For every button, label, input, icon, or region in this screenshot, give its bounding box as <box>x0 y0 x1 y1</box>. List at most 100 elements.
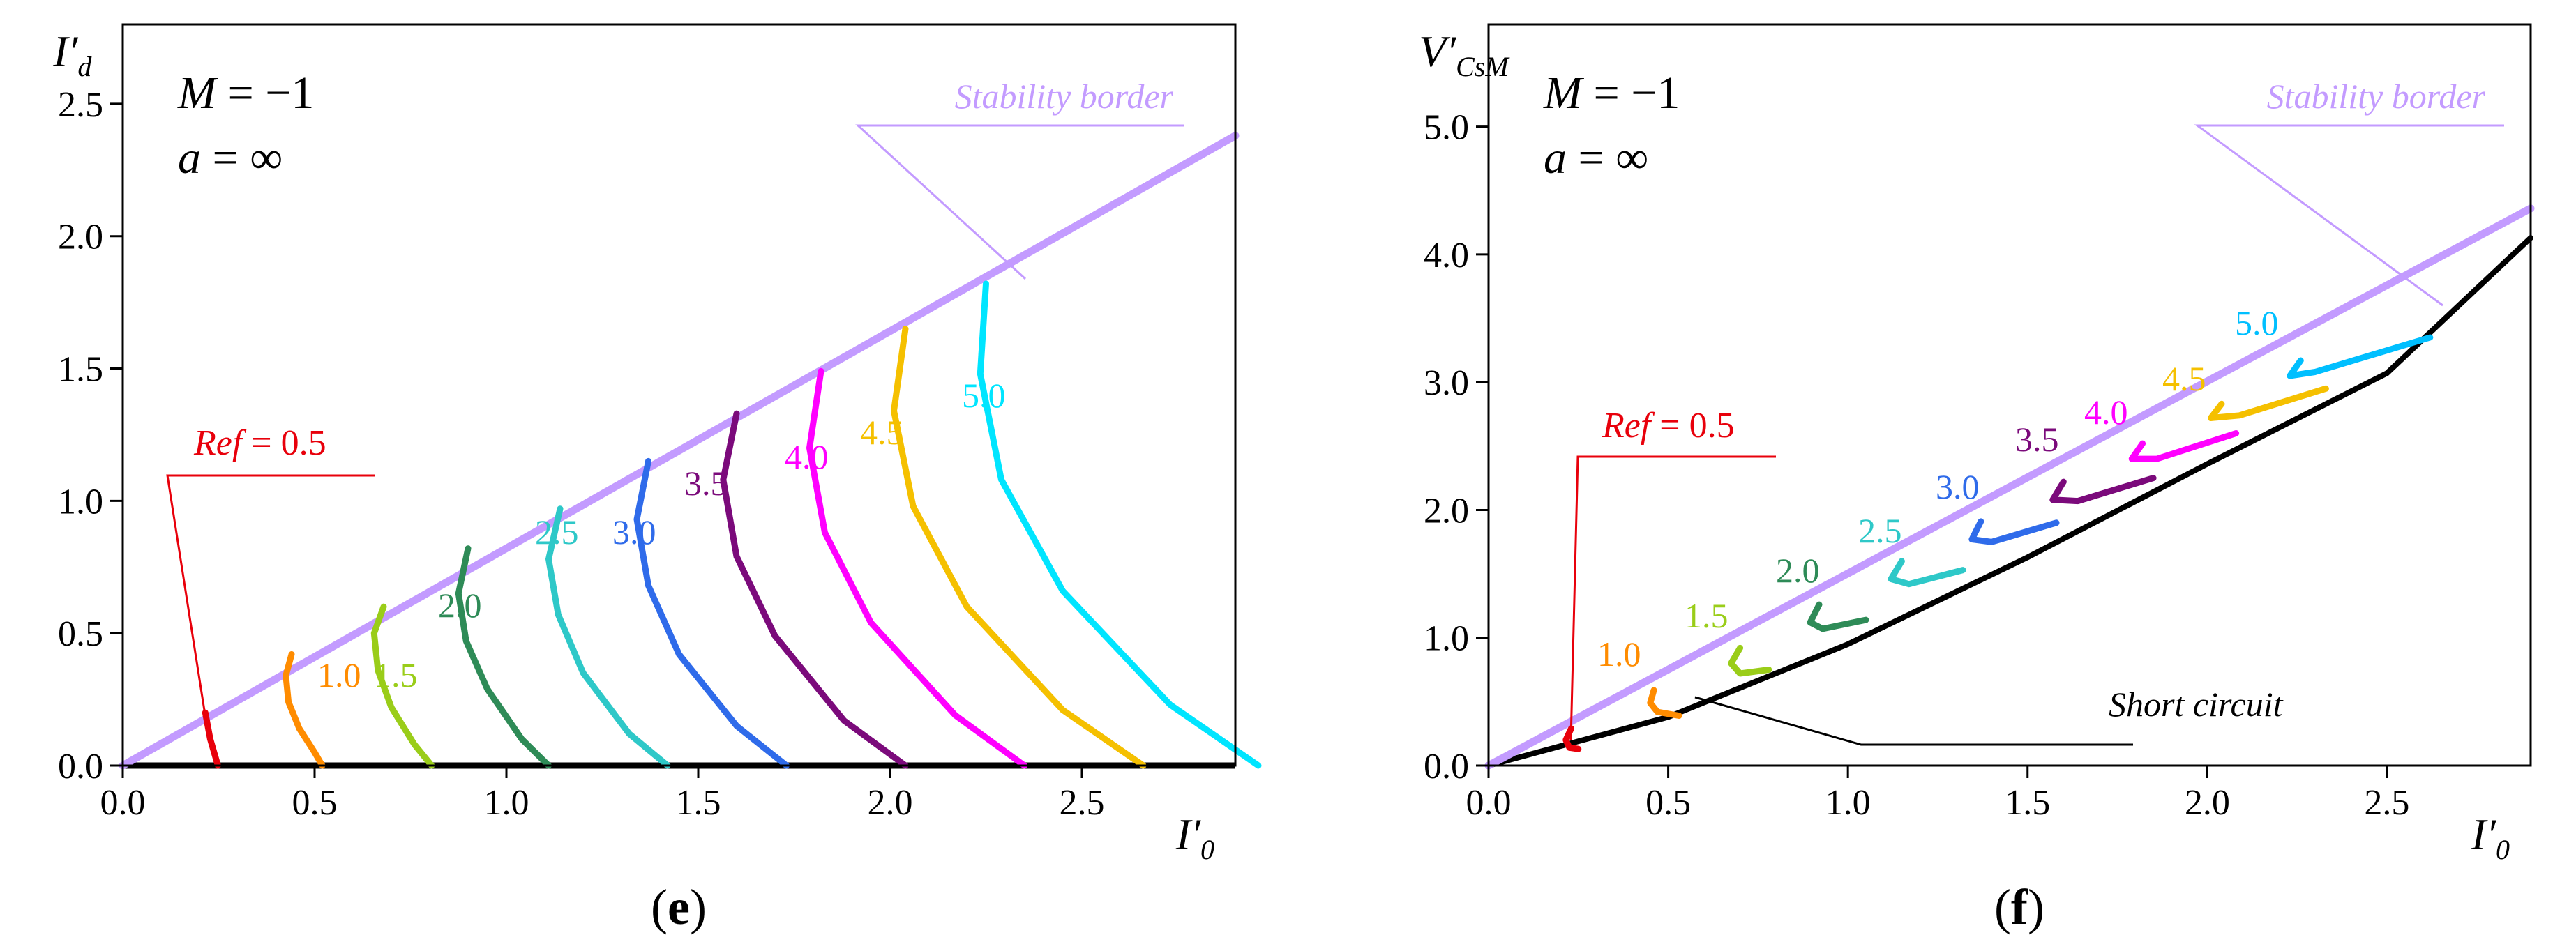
panel-e-series-label-2.0: 2.0 <box>438 586 482 625</box>
panel-f-series-label-2.5: 2.5 <box>1858 511 1902 550</box>
panel-e-y-tick-label: 1.5 <box>58 350 103 390</box>
panel-f-param-m-var: M <box>1543 68 1585 119</box>
panel-f-param-m: M = −1 <box>1543 68 1680 119</box>
panel-e-series-label-4.0: 4.0 <box>785 437 829 476</box>
panel-f-y-tick-label: 5.0 <box>1424 108 1469 148</box>
panel-f-ref-value: = 0.5 <box>1650 406 1734 446</box>
panel-e-y-tick-label: 2.0 <box>58 218 103 257</box>
panel-f-y-tick-label: 2.0 <box>1424 491 1469 531</box>
panel-e-param-a-value: = ∞ <box>201 132 283 183</box>
panel-e-series-label-4.5: 4.5 <box>860 413 904 452</box>
panel-f-x-tick-label: 0.0 <box>1466 783 1512 823</box>
panel-f-series-label-3.0: 3.0 <box>1936 467 1980 506</box>
panel-e-x-tick-label: 0.0 <box>100 783 146 823</box>
panel-e-param-m-var: M <box>177 68 219 119</box>
panel-e-param-a-var: a <box>178 132 201 183</box>
panel-e-ref-callout-text: Ref = 0.5 <box>193 423 326 463</box>
panel-f-series-1.5 <box>1728 644 1772 677</box>
panel-f-x-axis-title-main: I′ <box>2471 809 2496 859</box>
panel-f-series-label-1.5: 1.5 <box>1685 596 1728 635</box>
panel-f-series-3.0 <box>1968 518 2060 545</box>
panel-f-series-2.0 <box>1807 601 1869 632</box>
panel-e-text: 0.0 0.5 1.0 1.5 2.0 2.50.00.51.01.52.02.5I′0I… <box>52 26 1214 935</box>
panel-f-series-5.0 <box>2287 334 2434 379</box>
panel-f-x-axis-title-sub: 0 <box>2496 834 2510 865</box>
panel-f-series-label-1.0: 1.0 <box>1597 634 1641 674</box>
panel-e-series-0.5 <box>202 709 221 769</box>
panel-e-y-axis-title-main: I′ <box>52 26 78 76</box>
panel-e-label-open: ( <box>651 879 668 935</box>
panel-f-param-a-value: = ∞ <box>1567 132 1648 183</box>
panel-f-x-tick-label: 2.0 <box>2185 783 2230 823</box>
panel-f-short-circuit-curve <box>1486 235 2533 768</box>
panel-f-series-label-4.0: 4.0 <box>2084 393 2128 432</box>
panel-f-series <box>1484 204 2535 770</box>
panel-f-series-label-5.0: 5.0 <box>2235 303 2279 342</box>
panel-f-param-a: a = ∞ <box>1544 132 1648 183</box>
panel-e-series-label-5.0: 5.0 <box>962 376 1006 415</box>
panel-f-x-axis-title: I′0 <box>2471 809 2510 865</box>
panel-e-y-axis-title-sub: d <box>77 51 92 82</box>
panel-e-x-axis-title: I′0 <box>1175 809 1214 865</box>
panel-e-x-axis-title-sub: 0 <box>1200 834 1214 865</box>
panel-f-series-4.0 <box>2128 430 2240 462</box>
panel-f-series-1.0 <box>1647 687 1682 719</box>
panel-f-series-label-4.5: 4.5 <box>2162 359 2206 398</box>
panel-e-series-3.5 <box>720 410 909 769</box>
panel-f-x-tick-label: 1.0 <box>1825 783 1871 823</box>
panel-f-short-circuit-callout-line <box>1694 696 2133 746</box>
panel-f-series-0.5 <box>1562 725 1582 752</box>
panel-f-ref-callout-line <box>1569 455 1776 741</box>
panel-e-x-tick-label: 1.5 <box>676 783 721 823</box>
panel-f-label-open: ( <box>1994 879 2011 935</box>
panel-e-ref-var: Ref <box>193 423 247 463</box>
panel-e-series-4.0 <box>806 367 1027 769</box>
panel-e-ref-callout-line <box>166 474 375 724</box>
panel-e-series-4.5 <box>891 326 1147 769</box>
panel-e-param-a: a = ∞ <box>178 132 283 183</box>
panel-e-series-label-1.0: 1.0 <box>317 655 361 694</box>
panel-f-ref-var: Ref <box>1602 406 1655 446</box>
panel-f-y-axis-title-sub: CsM <box>1456 51 1510 82</box>
panel-f-y-tick-label: 4.0 <box>1424 236 1469 275</box>
panel-e-plot-frame <box>121 23 1237 767</box>
panel-f-x-tick-label: 1.5 <box>2005 783 2050 823</box>
panel-f-ref-callout-text: Ref = 0.5 <box>1602 406 1735 446</box>
panel-e-x-tick-label: 0.5 <box>292 783 338 823</box>
panel-f-stability-border-line <box>1484 204 2535 770</box>
panel-e-y-tick-label: 0.0 <box>58 747 103 786</box>
panel-e-x-tick-label: 1.0 <box>484 783 529 823</box>
panel-e-series-5.0 <box>977 280 1262 769</box>
panel-f-frame <box>1476 23 2532 778</box>
panel-f-text: 0.0 0.5 1.0 1.5 2.0 2.5 0.0 1.0 2.0 3.0 4.0 5.0 I′0 V… <box>1419 26 2510 935</box>
panel-e-x-axis-title-main: I′ <box>1175 809 1201 859</box>
panel-f-x-tick-label: 2.5 <box>2364 783 2409 823</box>
panel-e-y-tick-label: 0.5 <box>58 614 103 654</box>
panel-e-series-2.0 <box>455 545 552 769</box>
panel-f-stability-callout-line <box>2194 124 2504 307</box>
panel-e-y-tick-label: 2.5 <box>58 85 103 125</box>
panel-e: 0.0 0.5 1.0 1.5 2.0 2.50.00.51.01.52.02.5I′0I… <box>52 23 1262 935</box>
panel-e-series-1.0 <box>283 651 326 769</box>
panel-e-param-m: M = −1 <box>177 68 314 119</box>
panel-e-series-label-2.5: 2.5 <box>535 512 579 551</box>
panel-f-series-4.5 <box>2208 385 2329 421</box>
panel-f-y-axis-title: V′CsM <box>1419 26 1510 82</box>
panel-f-label-close: ) <box>2028 879 2044 935</box>
panel-f-series-label-3.5: 3.5 <box>2015 420 2059 459</box>
panel-f-param-m-value: = −1 <box>1582 68 1680 119</box>
panel-f-label: (f) <box>1994 879 2044 935</box>
panel-f-y-axis-title-main: V′ <box>1419 26 1456 76</box>
panel-e-label-close: ) <box>690 879 707 935</box>
panel-f-stability-callout-text: Stability border <box>2267 77 2486 116</box>
panel-f-y-tick-label: 1.0 <box>1424 619 1469 659</box>
panel-e-label: (e) <box>651 879 707 935</box>
panel-f-series-2.5 <box>1888 558 1966 588</box>
panel-e-param-m-value: = −1 <box>216 68 314 119</box>
panel-e-frame <box>110 23 1237 778</box>
panel-f-y-tick-label: 0.0 <box>1424 747 1469 786</box>
panel-f-series-3.5 <box>2049 475 2157 505</box>
panel-f-short-circuit-callout-text: Short circuit <box>2109 685 2284 724</box>
panel-f-param-a-var: a <box>1544 132 1567 183</box>
